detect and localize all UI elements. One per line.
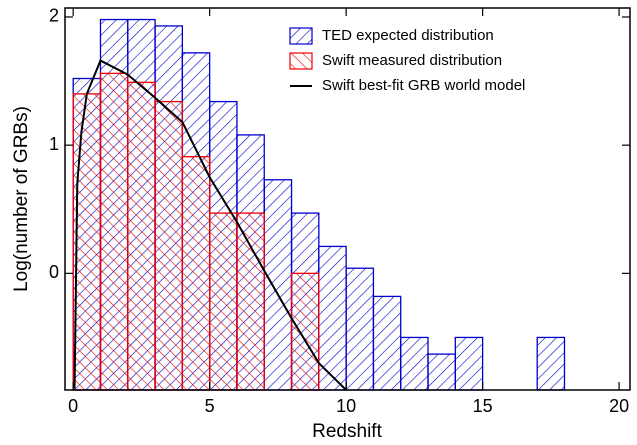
histogram-bar (536, 336, 566, 391)
histogram-bar (99, 72, 129, 391)
legend-swatch (289, 52, 313, 70)
histogram-bar (290, 272, 320, 391)
histogram-bar (263, 179, 293, 391)
x-tick-label: 15 (473, 396, 493, 416)
legend-label: Swift best-fit GRB world model (322, 77, 525, 94)
histogram-bar (372, 295, 402, 391)
histogram-bar (427, 353, 456, 391)
histogram-bar (345, 267, 375, 391)
histogram-bar (209, 212, 238, 391)
y-tick-label: 0 (49, 262, 59, 282)
x-tick-label: 20 (609, 396, 629, 416)
y-tick-label: 1 (49, 134, 59, 154)
x-axis-label: Redshift (312, 421, 382, 442)
y-tick-label: 2 (49, 6, 59, 26)
x-tick-label: 10 (336, 396, 356, 416)
x-tick-label: 5 (205, 396, 215, 416)
y-axis-label: Log(number of GRBs) (11, 106, 32, 292)
legend-label: Swift measured distribution (322, 52, 502, 69)
histogram-bar (72, 93, 102, 391)
histogram-bar (154, 100, 184, 391)
histogram-bar (454, 336, 484, 391)
histogram-bar (181, 156, 211, 391)
histogram-bar (127, 81, 156, 391)
x-tick-label: 0 (68, 396, 78, 416)
model-line (73, 59, 347, 391)
plot-frame (64, 7, 631, 391)
legend-label: TED expected distribution (322, 27, 494, 44)
legend-swatch (289, 27, 313, 45)
histogram-bar (236, 212, 265, 391)
histogram-bar (400, 336, 429, 391)
